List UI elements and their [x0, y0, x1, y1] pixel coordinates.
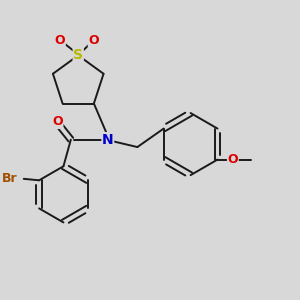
Text: Br: Br	[2, 172, 18, 185]
Text: N: N	[102, 133, 114, 147]
Text: O: O	[55, 34, 65, 46]
Text: O: O	[88, 34, 99, 46]
Text: O: O	[227, 153, 238, 166]
Text: S: S	[73, 48, 83, 62]
Text: O: O	[52, 116, 63, 128]
